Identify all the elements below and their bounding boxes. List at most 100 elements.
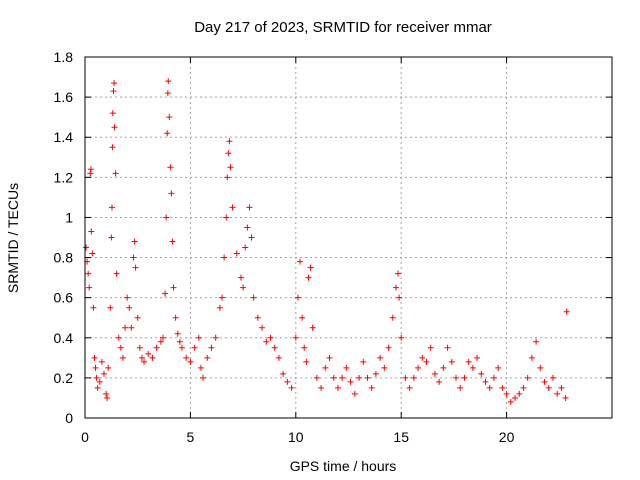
data-point	[389, 314, 396, 321]
data-point	[398, 334, 405, 341]
data-point	[385, 344, 392, 351]
data-point	[87, 166, 94, 173]
data-point	[448, 358, 455, 365]
data-point	[107, 304, 114, 311]
data-point	[271, 344, 278, 351]
data-point	[109, 110, 116, 117]
data-point	[486, 384, 493, 391]
data-point	[364, 374, 371, 381]
data-point	[113, 270, 120, 277]
data-point	[288, 384, 295, 391]
data-point	[138, 354, 145, 361]
data-point	[410, 374, 417, 381]
data-point	[372, 370, 379, 377]
data-point	[227, 164, 234, 171]
data-point	[94, 384, 101, 391]
data-point	[91, 354, 98, 361]
data-point	[307, 264, 314, 271]
y-axis-label: SRMTID / TECUs	[5, 183, 21, 293]
data-point	[368, 384, 375, 391]
data-point	[104, 394, 111, 401]
data-point	[318, 384, 325, 391]
data-point	[208, 344, 215, 351]
data-point	[98, 358, 105, 365]
data-point	[250, 294, 257, 301]
data-point	[549, 374, 556, 381]
chart-title: Day 217 of 2023, SRMTID for receiver mma…	[194, 19, 492, 36]
y-tick-label: 0.4	[54, 330, 74, 346]
data-point	[284, 378, 291, 385]
data-point	[221, 254, 228, 261]
data-point	[474, 354, 481, 361]
data-point	[178, 344, 185, 351]
data-point	[248, 234, 255, 241]
data-point	[427, 344, 434, 351]
data-point	[490, 374, 497, 381]
data-point	[124, 294, 131, 301]
data-point	[145, 350, 152, 357]
data-point	[347, 378, 354, 385]
data-point	[183, 354, 190, 361]
data-point	[87, 170, 94, 177]
data-point	[85, 270, 92, 277]
data-point	[533, 338, 540, 345]
data-point	[103, 390, 110, 397]
y-tick-label: 0	[65, 410, 73, 426]
data-point	[204, 354, 211, 361]
data-point	[191, 344, 198, 351]
data-point	[112, 170, 119, 177]
data-point	[86, 284, 93, 291]
data-point	[301, 344, 308, 351]
data-point	[453, 374, 460, 381]
data-point	[165, 78, 172, 85]
data-point	[469, 364, 476, 371]
data-point	[110, 88, 117, 95]
data-point	[343, 364, 350, 371]
data-point	[339, 374, 346, 381]
x-tick-label: 10	[288, 429, 304, 445]
data-point	[423, 358, 430, 365]
data-point	[122, 324, 129, 331]
data-point	[309, 324, 316, 331]
data-point	[212, 334, 219, 341]
data-point	[294, 294, 301, 301]
data-point	[105, 364, 112, 371]
data-point	[149, 354, 156, 361]
data-point	[168, 190, 175, 197]
data-point	[297, 258, 304, 265]
data-point	[187, 358, 194, 365]
data-point	[406, 384, 413, 391]
x-tick-label: 15	[393, 429, 409, 445]
data-point	[233, 250, 240, 257]
data-point	[126, 304, 133, 311]
grid	[85, 57, 612, 418]
data-point	[117, 344, 124, 351]
data-point	[174, 330, 181, 337]
data-point	[478, 370, 485, 377]
data-point	[167, 164, 174, 171]
data-point	[115, 334, 122, 341]
data-point	[313, 374, 320, 381]
data-point	[162, 290, 169, 297]
data-point	[381, 364, 388, 371]
data-point	[172, 314, 179, 321]
data-point	[246, 204, 253, 211]
data-point	[507, 398, 514, 405]
data-point	[242, 244, 249, 251]
data-point	[563, 308, 570, 315]
y-tick-label: 1	[65, 209, 73, 225]
data-point	[537, 364, 544, 371]
data-point	[83, 244, 90, 251]
data-point	[263, 338, 270, 345]
data-point	[170, 284, 177, 291]
data-point	[360, 358, 367, 365]
data-point	[415, 364, 422, 371]
data-point	[545, 384, 552, 391]
data-point	[562, 394, 569, 401]
y-tick-label: 1.6	[54, 89, 74, 105]
data-point	[326, 354, 333, 361]
data-point	[226, 138, 233, 145]
data-point	[303, 358, 310, 365]
data-point	[134, 314, 141, 321]
data-point	[528, 354, 535, 361]
